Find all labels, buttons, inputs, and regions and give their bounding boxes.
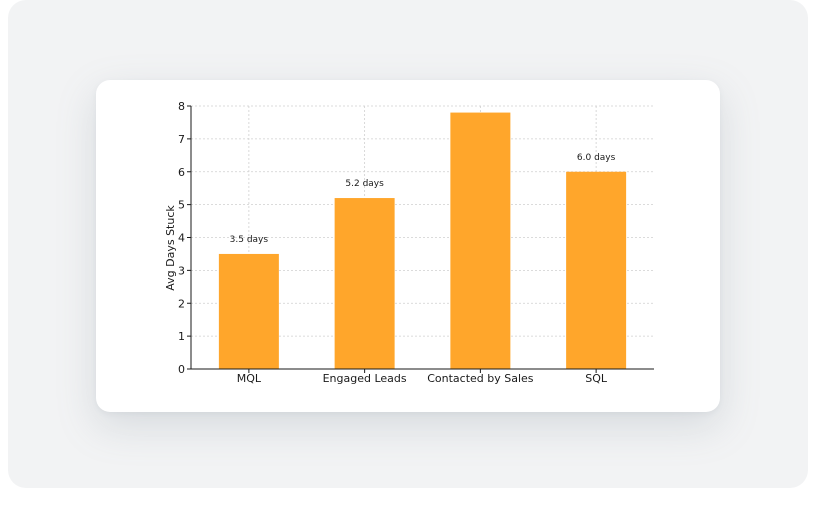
y-axis-title: Avg Days Stuck [164, 205, 177, 291]
x-category-label: SQL [585, 372, 608, 385]
bar-data-label: 6.0 days [577, 153, 616, 163]
y-tick-label: 1 [178, 330, 185, 343]
bar-mql [218, 253, 279, 369]
bars-layer: 3.5 days 5.2 days 6.0 days [218, 112, 627, 369]
y-tick-label: 4 [178, 232, 185, 245]
y-tick-label: 3 [178, 264, 185, 277]
bar-data-label: 3.5 days [230, 235, 269, 245]
chart-card: 3.5 days 5.2 days 6.0 days 0 1 2 3 4 5 6 7 8 MQL Eng… [96, 80, 720, 412]
bar-engaged-leads [334, 198, 395, 369]
y-tick-label: 2 [178, 297, 185, 310]
x-category-label: Contacted by Sales [427, 372, 534, 385]
bar-data-label: 5.2 days [345, 179, 384, 189]
y-tick-label: 6 [178, 166, 185, 179]
axes-layer: 0 1 2 3 4 5 6 7 8 MQL Engaged Leads Contacted by Sa… [178, 100, 654, 385]
y-tick-label: 5 [178, 199, 185, 212]
bar-contacted-by-sales [450, 112, 511, 369]
y-tick-label: 8 [178, 100, 185, 113]
y-tick-label: 0 [178, 363, 185, 376]
x-category-label: MQL [237, 372, 262, 385]
y-tick-label: 7 [178, 133, 185, 146]
bar-sql [566, 171, 627, 369]
bar-chart: 3.5 days 5.2 days 6.0 days 0 1 2 3 4 5 6 7 8 MQL Eng… [164, 100, 654, 385]
x-category-label: Engaged Leads [323, 372, 407, 385]
